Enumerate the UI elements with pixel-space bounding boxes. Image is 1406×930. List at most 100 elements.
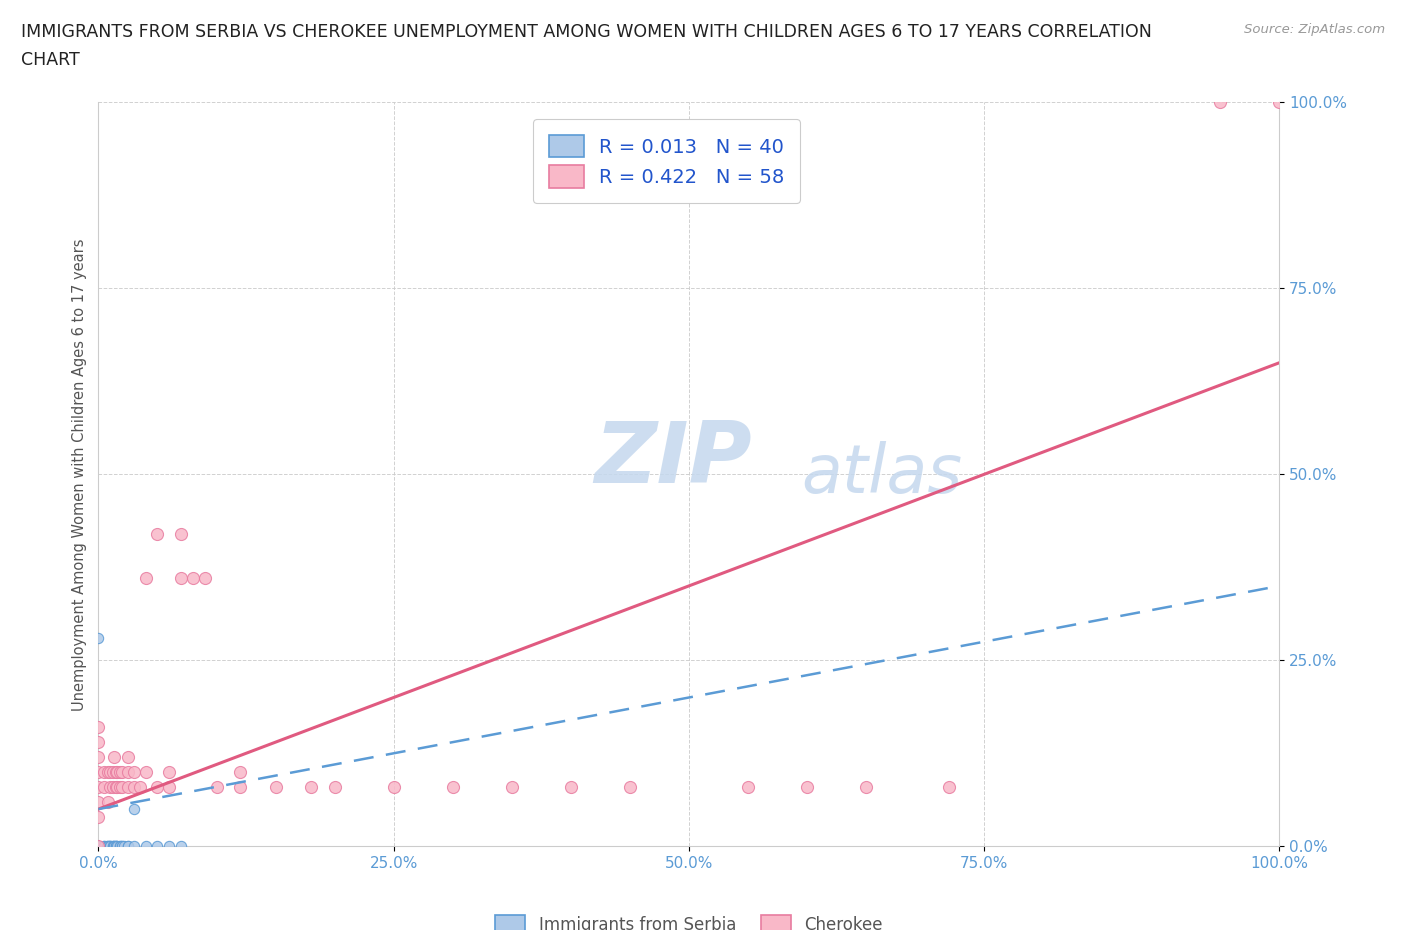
Point: [938, 779, 960, 794]
Point: [146, 779, 169, 794]
Point: [135, 839, 157, 854]
Point: [560, 779, 582, 794]
Point: [108, 839, 131, 854]
Point: [111, 779, 134, 794]
Point: [194, 571, 217, 586]
Point: [93, 779, 115, 794]
Point: [122, 839, 145, 854]
Point: [97, 794, 120, 809]
Point: [157, 839, 180, 854]
Point: [105, 839, 128, 854]
Point: [87, 735, 110, 750]
Point: [87, 809, 110, 824]
Point: [98, 764, 121, 779]
Point: [112, 839, 135, 854]
Point: [111, 839, 134, 854]
Point: [111, 764, 134, 779]
Point: [382, 779, 405, 794]
Point: [87, 839, 110, 854]
Point: [157, 779, 180, 794]
Point: [122, 779, 145, 794]
Y-axis label: Unemployment Among Women with Children Ages 6 to 17 years: Unemployment Among Women with Children A…: [72, 238, 87, 711]
Point: [87, 764, 110, 779]
Point: [105, 839, 128, 854]
Text: CHART: CHART: [21, 51, 80, 69]
Point: [87, 839, 110, 854]
Point: [87, 839, 110, 854]
Point: [93, 764, 115, 779]
Point: [98, 839, 121, 854]
Point: [170, 839, 193, 854]
Point: [97, 764, 120, 779]
Point: [87, 839, 110, 854]
Point: [96, 839, 118, 854]
Point: [98, 779, 121, 794]
Point: [117, 764, 139, 779]
Point: [117, 839, 139, 854]
Point: [87, 839, 110, 854]
Point: [122, 764, 145, 779]
Point: [135, 764, 157, 779]
Point: [146, 839, 169, 854]
Point: [101, 764, 124, 779]
Point: [98, 839, 121, 854]
Point: [128, 779, 150, 794]
Point: [1209, 95, 1232, 110]
Point: [87, 750, 110, 764]
Point: [135, 571, 157, 586]
Point: [87, 839, 110, 854]
Point: [105, 779, 128, 794]
Point: [87, 839, 110, 854]
Point: [111, 839, 134, 854]
Point: [117, 779, 139, 794]
Point: [98, 839, 121, 854]
Point: [97, 839, 120, 854]
Point: [87, 631, 110, 645]
Legend: Immigrants from Serbia, Cherokee: Immigrants from Serbia, Cherokee: [486, 907, 891, 930]
Point: [181, 571, 204, 586]
Point: [299, 779, 322, 794]
Point: [157, 764, 180, 779]
Point: [103, 839, 125, 854]
Point: [619, 779, 641, 794]
Point: [796, 779, 818, 794]
Point: [87, 839, 110, 854]
Text: IMMIGRANTS FROM SERBIA VS CHEROKEE UNEMPLOYMENT AMONG WOMEN WITH CHILDREN AGES 6: IMMIGRANTS FROM SERBIA VS CHEROKEE UNEMP…: [21, 23, 1152, 41]
Text: Source: ZipAtlas.com: Source: ZipAtlas.com: [1244, 23, 1385, 36]
Point: [97, 839, 120, 854]
Point: [87, 794, 110, 809]
Text: atlas: atlas: [801, 442, 962, 507]
Point: [105, 779, 128, 794]
Point: [87, 779, 110, 794]
Point: [122, 802, 145, 817]
Point: [87, 720, 110, 735]
Point: [87, 839, 110, 854]
Point: [108, 779, 131, 794]
Point: [105, 764, 128, 779]
Point: [855, 779, 877, 794]
Point: [101, 839, 124, 854]
Point: [229, 764, 252, 779]
Point: [323, 779, 346, 794]
Point: [264, 779, 287, 794]
Point: [87, 839, 110, 854]
Point: [170, 526, 193, 541]
Point: [87, 839, 110, 854]
Point: [229, 779, 252, 794]
Point: [101, 779, 124, 794]
Point: [93, 839, 115, 854]
Point: [441, 779, 464, 794]
Point: [108, 764, 131, 779]
Point: [105, 839, 128, 854]
Point: [146, 526, 169, 541]
Point: [108, 839, 131, 854]
Point: [103, 750, 125, 764]
Text: ZIP: ZIP: [595, 418, 752, 501]
Point: [170, 571, 193, 586]
Point: [737, 779, 759, 794]
Point: [103, 839, 125, 854]
Point: [1268, 95, 1291, 110]
Point: [205, 779, 228, 794]
Point: [105, 839, 128, 854]
Point: [93, 839, 115, 854]
